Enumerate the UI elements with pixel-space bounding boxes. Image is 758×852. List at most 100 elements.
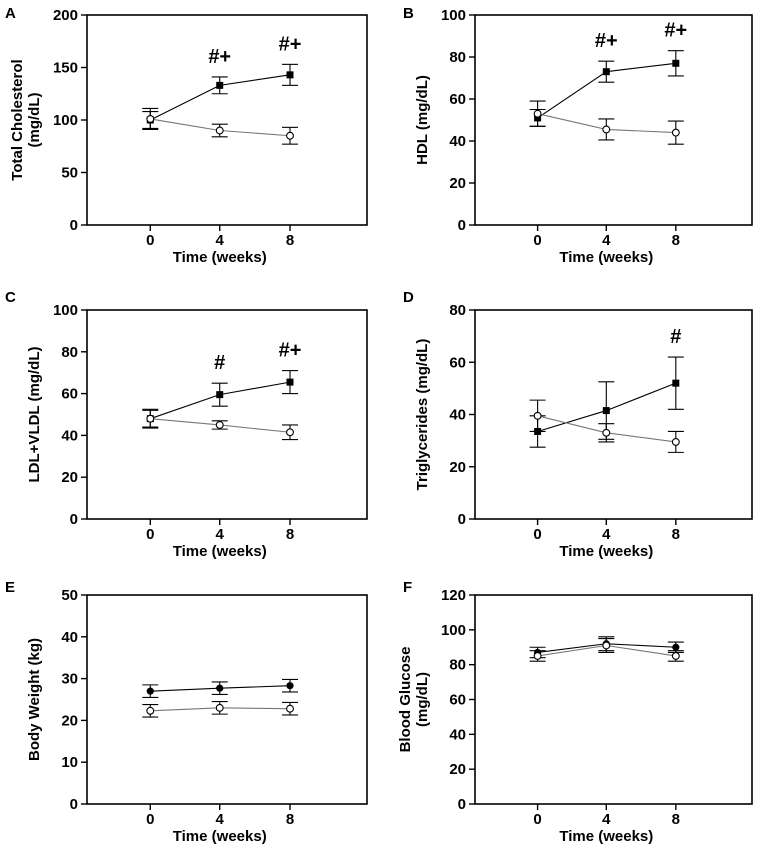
y-tick-label: 10 — [61, 754, 78, 771]
y-axis-title: Triglycerides (mg/dL) — [414, 339, 431, 491]
data-point — [146, 114, 155, 123]
y-tick-label: 100 — [53, 302, 78, 319]
y-tick-label: 200 — [53, 7, 78, 24]
y-tick-label: 80 — [61, 344, 78, 361]
significance-label: #+ — [208, 46, 231, 68]
y-tick-label: 50 — [61, 165, 78, 182]
x-axis-title: Time (weeks) — [173, 249, 267, 266]
y-tick-label: 20 — [61, 469, 78, 486]
panel-letter: F — [403, 579, 412, 596]
data-point — [215, 703, 224, 712]
panel-letter: B — [403, 5, 414, 22]
data-point — [602, 428, 611, 437]
y-tick-label: 80 — [449, 49, 466, 66]
y-tick-label: 60 — [449, 692, 466, 709]
x-tick-label: 8 — [672, 811, 680, 828]
x-tick-label: 0 — [533, 232, 541, 249]
data-point — [216, 391, 224, 399]
panel-letter: E — [5, 579, 15, 596]
x-tick-label: 8 — [672, 526, 680, 543]
data-point — [216, 684, 224, 692]
y-tick-label: 100 — [441, 7, 466, 24]
data-point — [602, 68, 610, 76]
data-point — [286, 71, 294, 79]
y-axis-title: Body Weight (kg) — [26, 638, 43, 761]
y-tick-label: 40 — [61, 427, 78, 444]
significance-label: # — [670, 326, 681, 348]
y-tick-label: 80 — [449, 657, 466, 674]
x-tick-label: 0 — [146, 811, 154, 828]
data-point — [602, 407, 610, 415]
data-point — [602, 641, 611, 650]
panel-letter: A — [5, 5, 16, 22]
significance-label: #+ — [279, 340, 302, 362]
y-tick-label: 20 — [449, 459, 466, 476]
y-axis-title: LDL+VLDL (mg/dL) — [26, 347, 43, 483]
y-tick-label: 50 — [61, 587, 78, 604]
x-tick-label: 0 — [146, 232, 154, 249]
y-tick-label: 0 — [70, 796, 78, 813]
data-point — [146, 687, 154, 695]
data-point — [286, 682, 294, 690]
data-point — [286, 428, 294, 437]
series-filled — [529, 50, 684, 127]
data-point — [672, 59, 680, 67]
x-tick-label: 4 — [602, 526, 611, 543]
x-axis-title: Time (weeks) — [559, 828, 653, 845]
series-open — [142, 409, 298, 441]
x-axis-title: Time (weeks) — [559, 249, 653, 266]
x-tick-label: 0 — [533, 811, 541, 828]
x-tick-label: 4 — [216, 232, 225, 249]
x-tick-label: 4 — [602, 811, 611, 828]
panel-b: B 0 20 40 60 80 100 0 4 8 Time (weeks) HDL (mg/dL) #… — [403, 5, 753, 266]
series-open — [529, 100, 684, 145]
data-point — [286, 378, 294, 386]
significance-label: #+ — [595, 30, 618, 52]
y-tick-label: 0 — [458, 217, 466, 234]
data-point — [671, 652, 680, 660]
data-point — [671, 437, 680, 446]
data-point — [216, 81, 224, 89]
series-open — [529, 399, 684, 453]
x-tick-label: 0 — [533, 526, 541, 543]
panel-e: E 0 10 20 30 40 50 0 4 8 Time (weeks) Body Weight (… — [5, 579, 368, 845]
x-tick-label: 8 — [286, 811, 294, 828]
y-tick-label: 40 — [449, 133, 466, 150]
plot-frame — [474, 14, 753, 226]
y-tick-label: 100 — [441, 622, 466, 639]
series-open — [142, 701, 298, 718]
y-tick-label: 40 — [61, 629, 78, 646]
significance-label: #+ — [664, 20, 687, 42]
data-point — [215, 421, 224, 429]
y-tick-label: 60 — [449, 354, 466, 371]
series-filled — [142, 370, 298, 429]
y-tick-label: 30 — [61, 671, 78, 688]
x-axis-title: Time (weeks) — [173, 543, 267, 560]
y-axis-title: (mg/dL) — [414, 672, 431, 727]
panel-f: F 0 20 40 60 80 100 120 0 4 8 Time (weeks) Blood Glu… — [397, 579, 753, 845]
y-tick-label: 0 — [458, 511, 466, 528]
x-tick-label: 4 — [216, 526, 225, 543]
y-tick-label: 120 — [441, 587, 466, 604]
x-tick-label: 8 — [672, 232, 680, 249]
data-point — [533, 652, 542, 660]
y-tick-label: 150 — [53, 60, 78, 77]
y-tick-label: 0 — [70, 217, 78, 234]
y-tick-label: 20 — [449, 175, 466, 192]
data-point — [602, 125, 611, 134]
panel-c: C 0 20 40 60 80 100 0 4 8 Time (weeks) LDL+VLDL (mg… — [5, 289, 368, 560]
panel-letter: C — [5, 289, 16, 306]
x-axis-title: Time (weeks) — [173, 828, 267, 845]
data-point — [286, 704, 294, 713]
series-filled — [142, 63, 298, 129]
data-point — [672, 643, 680, 651]
plot-frame — [86, 309, 368, 520]
y-tick-label: 20 — [61, 712, 78, 729]
plot-frame — [86, 594, 368, 805]
data-point — [533, 109, 542, 118]
y-tick-label: 0 — [70, 511, 78, 528]
significance-label: # — [214, 352, 225, 374]
data-point — [533, 411, 542, 420]
significance-label: #+ — [279, 33, 302, 55]
x-axis-title: Time (weeks) — [559, 543, 653, 560]
